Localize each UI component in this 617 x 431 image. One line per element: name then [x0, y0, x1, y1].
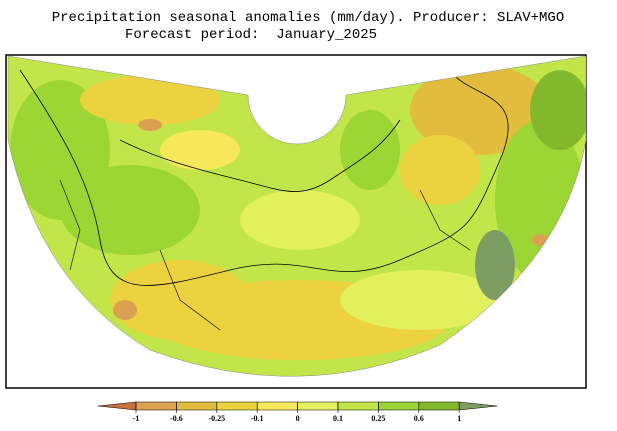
colorbar-tick-label: 0.25 [371, 414, 385, 423]
colorbar-bin [135, 401, 177, 411]
colorbar-high-end [458, 401, 498, 411]
colorbar-tick-label: -1 [133, 414, 140, 423]
colorbar: -1 -0.6 -0.25 -0.1 0 0.1 0.25 0.6 1 [97, 401, 498, 423]
map-subtitle: Forecast period: January_2025 [125, 27, 377, 43]
map-title: Precipitation seasonal anomalies (mm/day… [52, 10, 564, 26]
colorbar-bin [256, 401, 298, 411]
colorbar-tick-label: -0.25 [208, 414, 225, 423]
colorbar-tick-label: 0.1 [333, 414, 343, 423]
colorbar-bin [297, 401, 339, 411]
map-outline [7, 55, 587, 377]
colorbar-tick-label: 0.6 [414, 414, 424, 423]
colorbar-bin [216, 401, 258, 411]
colorbar-tick-label: -0.1 [251, 414, 264, 423]
colorbar-bin [337, 401, 379, 411]
colorbar-tick-label: 0 [296, 414, 300, 423]
colorbar-tick-label: 1 [457, 414, 461, 423]
colorbar-low-end [97, 401, 137, 411]
colorbar-bin [378, 401, 420, 411]
colorbar-tick-label: -0.6 [170, 414, 183, 423]
colorbar-bin [176, 401, 218, 411]
colorbar-bin [418, 401, 460, 411]
